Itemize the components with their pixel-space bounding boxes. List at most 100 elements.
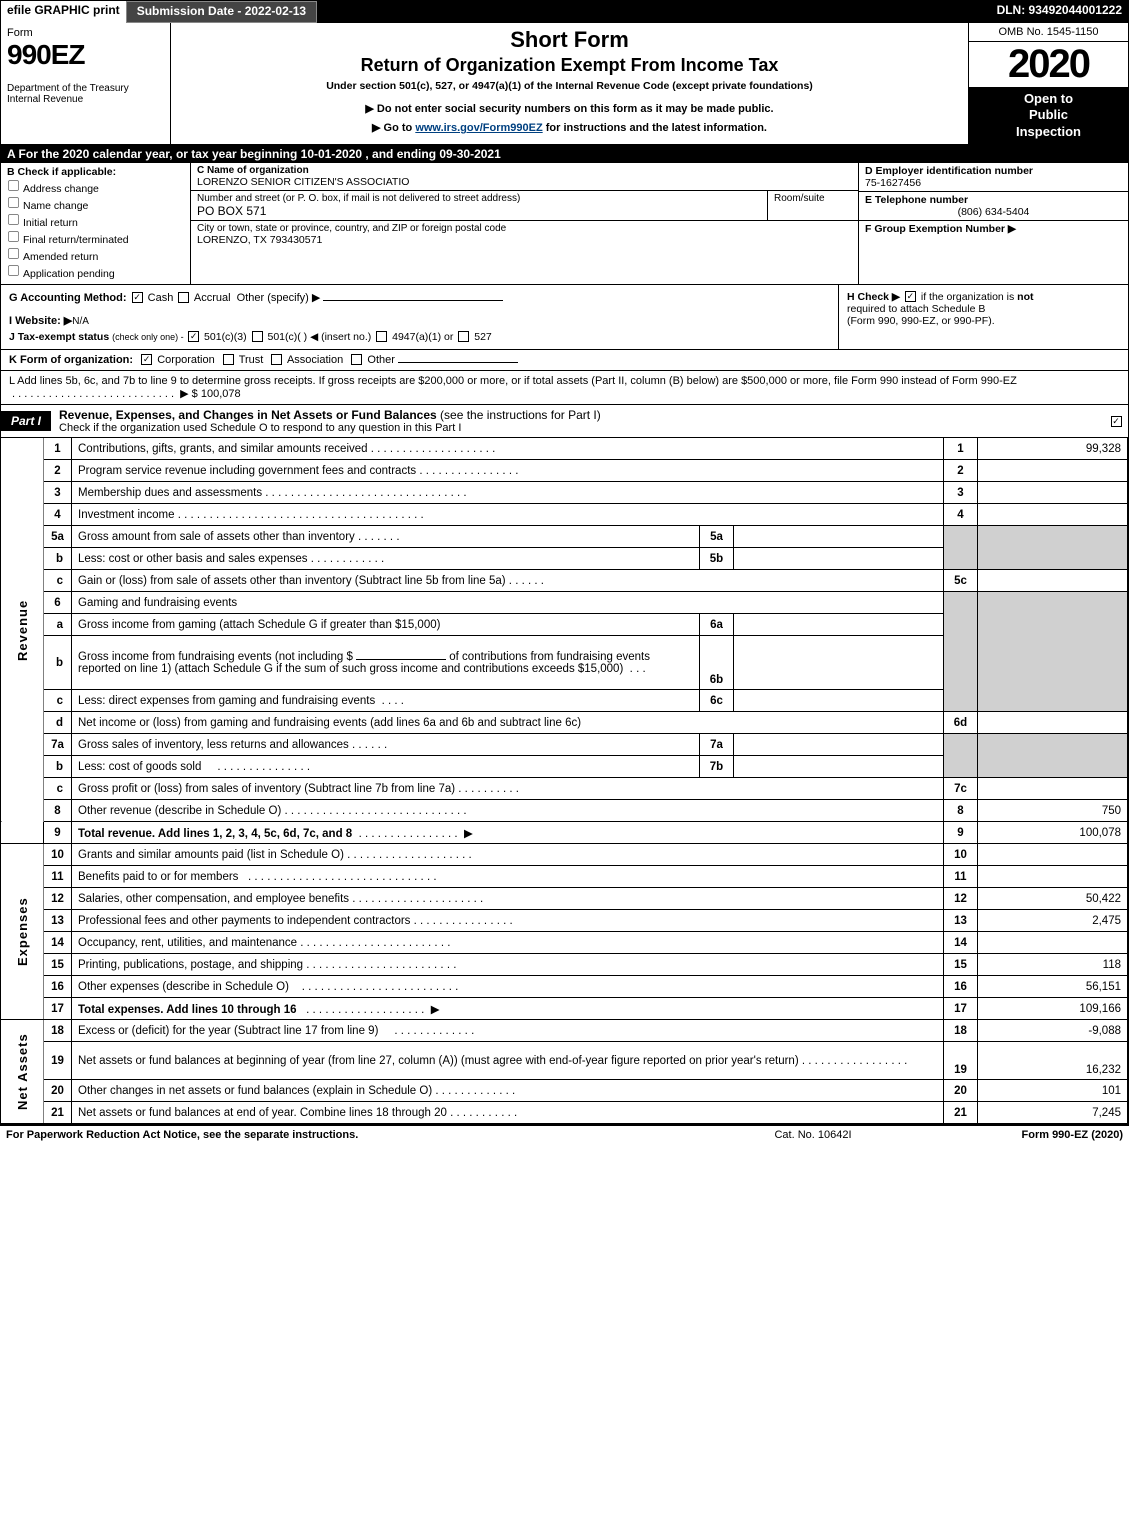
line-13: 13 Professional fees and other payments … [1, 910, 1128, 932]
title-short-form: Short Form [181, 27, 958, 53]
city-cell: City or town, state or province, country… [191, 221, 858, 248]
header-right: OMB No. 1545-1150 2020 Open to Public In… [968, 23, 1128, 144]
form-number: 990EZ [7, 39, 164, 71]
footer-center: Cat. No. 10642I [683, 1129, 943, 1141]
line-18: Net Assets 18 Excess or (deficit) for th… [1, 1020, 1128, 1042]
line-14-value [978, 932, 1128, 954]
addr-value: PO BOX 571 [197, 204, 761, 218]
line-19: 19 Net assets or fund balances at beginn… [1, 1042, 1128, 1080]
dept-irs: Internal Revenue [7, 94, 164, 105]
line-21-value: 7,245 [978, 1102, 1128, 1124]
line-1-value: 99,328 [978, 438, 1128, 460]
chk-schedule-b[interactable] [905, 291, 916, 302]
line-5c: c Gain or (loss) from sale of assets oth… [1, 570, 1128, 592]
chk-accrual[interactable] [178, 292, 189, 303]
tel-cell: E Telephone number (806) 634-5404 [859, 192, 1128, 221]
section-j: J Tax-exempt status (check only one) - 5… [9, 331, 830, 343]
inspection-badge: Open to Public Inspection [969, 87, 1128, 144]
chk-association[interactable] [271, 354, 282, 365]
section-h: H Check ▶ if the organization is not req… [838, 285, 1128, 349]
section-l: L Add lines 5b, 6c, and 7b to line 9 to … [1, 371, 1128, 405]
addr-row: Number and street (or P. O. box, if mail… [191, 191, 858, 221]
city-value: LORENZO, TX 793430571 [197, 234, 852, 246]
chk-name-change[interactable]: Name change [7, 196, 184, 212]
line-18-value: -9,088 [978, 1020, 1128, 1042]
line-6: 6 Gaming and fundraising events [1, 592, 1128, 614]
form-container: efile GRAPHIC print Submission Date - 20… [0, 0, 1129, 1125]
form-label: Form [7, 27, 164, 39]
line-11-value [978, 866, 1128, 888]
chk-final-return[interactable]: Final return/terminated [7, 230, 184, 246]
header-left: Form 990EZ Department of the Treasury In… [1, 23, 171, 144]
line-15-value: 118 [978, 954, 1128, 976]
chk-initial-return[interactable]: Initial return [7, 213, 184, 229]
side-revenue: Revenue [1, 438, 44, 822]
footer-left: For Paperwork Reduction Act Notice, see … [6, 1129, 683, 1141]
chk-cash[interactable] [132, 292, 143, 303]
dln-label: DLN: 93492044001222 [991, 1, 1128, 23]
chk-address-change[interactable]: Address change [7, 179, 184, 195]
line-17-value: 109,166 [978, 998, 1128, 1020]
line-16-value: 56,151 [978, 976, 1128, 998]
chk-other-org[interactable] [351, 354, 362, 365]
irs-link[interactable]: www.irs.gov/Form990EZ [415, 122, 542, 134]
chk-4947[interactable] [376, 331, 387, 342]
chk-schedule-o[interactable] [1111, 416, 1122, 427]
section-def: D Employer identification number 75-1627… [858, 163, 1128, 284]
period-row: A For the 2020 calendar year, or tax yea… [1, 145, 1128, 163]
line-13-value: 2,475 [978, 910, 1128, 932]
line-7c-value [978, 778, 1128, 800]
line-11: 11 Benefits paid to or for members . . .… [1, 866, 1128, 888]
chk-amended-return[interactable]: Amended return [7, 247, 184, 263]
line-2-value [978, 460, 1128, 482]
org-name-cell: C Name of organization LORENZO SENIOR CI… [191, 163, 858, 191]
chk-501c3[interactable] [188, 331, 199, 342]
ein-value: 75-1627456 [865, 177, 1122, 189]
side-netassets: Net Assets [1, 1020, 44, 1124]
header-center: Short Form Return of Organization Exempt… [171, 23, 968, 144]
chk-trust[interactable] [223, 354, 234, 365]
chk-527[interactable] [458, 331, 469, 342]
line-4: 4 Investment income . . . . . . . . . . … [1, 504, 1128, 526]
gh-row: G Accounting Method: Cash Accrual Other … [1, 285, 1128, 350]
lines-table: Revenue 1 Contributions, gifts, grants, … [1, 438, 1128, 1125]
gross-receipts-value: 100,078 [201, 388, 241, 400]
line-1: Revenue 1 Contributions, gifts, grants, … [1, 438, 1128, 460]
chk-application-pending[interactable]: Application pending [7, 264, 184, 280]
part1-header: Part I Revenue, Expenses, and Changes in… [1, 405, 1128, 438]
org-name-value: LORENZO SENIOR CITIZEN'S ASSOCIATIO [197, 176, 852, 188]
note-ssn: ▶ Do not enter social security numbers o… [181, 102, 958, 115]
line-10: Expenses 10 Grants and similar amounts p… [1, 844, 1128, 866]
chk-501c[interactable] [252, 331, 263, 342]
line-3: 3 Membership dues and assessments . . . … [1, 482, 1128, 504]
line-5a: 5a Gross amount from sale of assets othe… [1, 526, 1128, 548]
line-4-value [978, 504, 1128, 526]
line-21: 21 Net assets or fund balances at end of… [1, 1102, 1128, 1124]
efile-print-button[interactable]: efile GRAPHIC print [1, 1, 126, 23]
omb-number: OMB No. 1545-1150 [969, 23, 1128, 42]
line-7c: c Gross profit or (loss) from sales of i… [1, 778, 1128, 800]
ein-cell: D Employer identification number 75-1627… [859, 163, 1128, 192]
line-20-value: 101 [978, 1080, 1128, 1102]
line-8: 8 Other revenue (describe in Schedule O)… [1, 800, 1128, 822]
note-goto: ▶ Go to www.irs.gov/Form990EZ for instru… [181, 121, 958, 134]
section-k: K Form of organization: Corporation Trus… [1, 350, 1128, 371]
other-specify-input[interactable] [323, 300, 503, 301]
section-g: G Accounting Method: Cash Accrual Other … [9, 291, 830, 304]
chk-corporation[interactable] [141, 354, 152, 365]
website-value: N/A [72, 316, 89, 327]
section-i: I Website: ▶N/A [9, 314, 830, 327]
line-6d-value [978, 712, 1128, 734]
line-6d: d Net income or (loss) from gaming and f… [1, 712, 1128, 734]
footer-right: Form 990-EZ (2020) [943, 1129, 1123, 1141]
side-expenses: Expenses [1, 844, 44, 1020]
section-c: C Name of organization LORENZO SENIOR CI… [191, 163, 858, 284]
submission-date-button[interactable]: Submission Date - 2022-02-13 [126, 1, 317, 23]
line-17: 17 Total expenses. Add lines 10 through … [1, 998, 1128, 1020]
part1-tag: Part I [1, 411, 51, 431]
line-12: 12 Salaries, other compensation, and emp… [1, 888, 1128, 910]
title-return: Return of Organization Exempt From Incom… [181, 55, 958, 76]
line-9-value: 100,078 [978, 822, 1128, 844]
line-19-value: 16,232 [978, 1042, 1128, 1080]
section-g-i-j: G Accounting Method: Cash Accrual Other … [1, 285, 838, 349]
